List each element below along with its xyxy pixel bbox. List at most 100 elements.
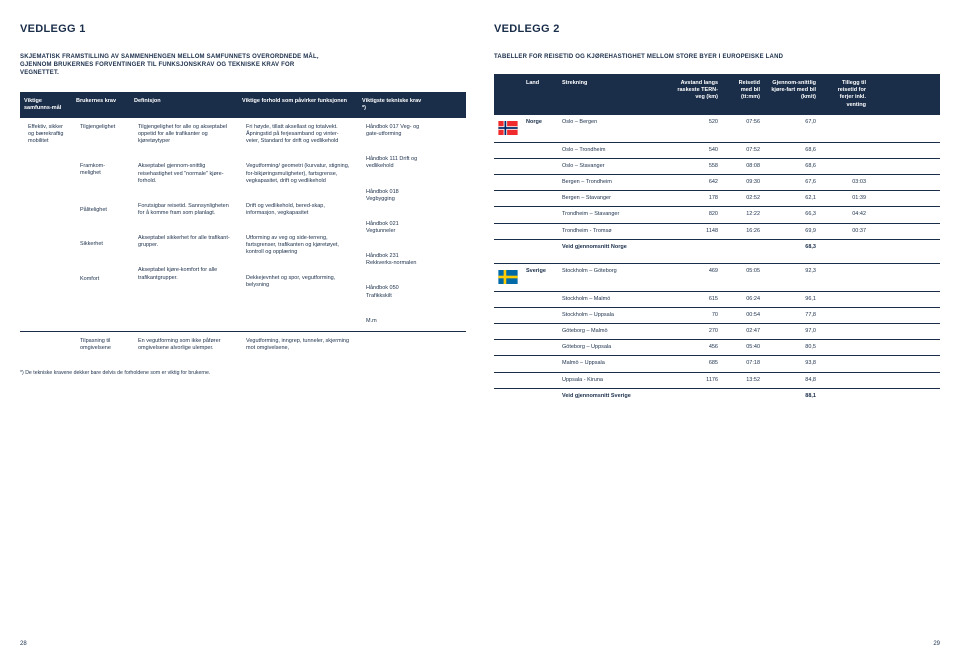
flag-cell xyxy=(494,360,522,367)
land-cell xyxy=(522,344,558,351)
t2-h-c2: Reisetid med bil (tt:mm) xyxy=(722,80,764,109)
table-row: Trondheim – Stavanger 820 12:22 66,3 04:… xyxy=(494,206,940,222)
t1-c3-r4: Akseptabel sikkerhet for alle trafikant-… xyxy=(134,229,234,249)
ferry-cell xyxy=(820,312,870,319)
t1-c2-r1: Tilgjengelighet xyxy=(76,118,126,131)
route-cell: Göteborg – Malmö xyxy=(558,328,668,335)
ferry-cell xyxy=(820,147,870,154)
t1-c5-f: Håndbok 050 Trafikkskilt xyxy=(362,279,424,299)
land-cell xyxy=(522,377,558,384)
route-cell: Uppsala - Kiruna xyxy=(558,377,668,384)
land-cell xyxy=(522,312,558,319)
time-cell: 02:52 xyxy=(722,195,764,202)
table-row: Bergen – Trondheim 642 09:30 67,6 03:03 xyxy=(494,174,940,190)
table-row: Bergen – Stavanger 178 02:52 62,1 01:39 xyxy=(494,190,940,206)
vedlegg2-intro: TABELLER FOR REISETID OG KJØREHASTIGHET … xyxy=(494,54,940,62)
speed-cell: 69,9 xyxy=(764,228,820,235)
t2-header: Land Strekning Avstand langs raskeste TE… xyxy=(494,74,940,115)
ferry-cell xyxy=(820,268,870,287)
t1-c4-r4: Utforming av veg og side-terreng, fartsg… xyxy=(242,229,354,256)
t1-c3-r6: En vegutforming som ikke påfører omgivel… xyxy=(134,332,234,352)
table-row: Göteborg – Malmö 270 02:47 97,0 xyxy=(494,323,940,339)
pagenum-right: 29 xyxy=(933,641,940,649)
route-cell: Trondheim - Tromsø xyxy=(558,228,668,235)
speed-cell: 84,8 xyxy=(764,377,820,384)
land-cell xyxy=(522,163,558,170)
t1-c4-r1: Fri høyde, tillatt aksellast og totalvek… xyxy=(242,118,354,145)
ferry-cell: 01:39 xyxy=(820,195,870,202)
flag-cell xyxy=(494,328,522,335)
dist-cell: 469 xyxy=(668,268,722,287)
ferry-cell xyxy=(820,360,870,367)
flag-cell xyxy=(494,179,522,186)
t1-c5-a: Håndbok 017 Veg- og gate-utforming xyxy=(362,118,424,138)
flag-cell xyxy=(494,268,522,287)
time-cell: 07:18 xyxy=(722,360,764,367)
land-cell xyxy=(522,147,558,154)
time-cell: 00:54 xyxy=(722,312,764,319)
dist-cell: 615 xyxy=(668,296,722,303)
ferry-cell xyxy=(820,377,870,384)
land-cell xyxy=(522,195,558,202)
t1-c5-d: Håndbok 021 Vegtunneler xyxy=(362,215,424,235)
route-cell: Stockholm – Göteborg xyxy=(558,268,668,287)
time-cell: 07:56 xyxy=(722,119,764,138)
dist-cell: 70 xyxy=(668,312,722,319)
time-cell: 09:30 xyxy=(722,179,764,186)
t1-h5: Viktigste tekniske krav *) xyxy=(358,98,428,112)
flag-cell xyxy=(494,344,522,351)
t1-header: Viktige samfunns-mål Brukernes krav Defi… xyxy=(20,92,466,118)
pagenum-left: 28 xyxy=(20,641,27,649)
time-cell: 08:08 xyxy=(722,163,764,170)
dist-cell: 685 xyxy=(668,360,722,367)
ferry-cell: 03:03 xyxy=(820,179,870,186)
route-cell: Bergen – Trondheim xyxy=(558,179,668,186)
time-cell: 07:52 xyxy=(722,147,764,154)
t1-c3-r5: Akseptabel kjøre-komfort for alle trafik… xyxy=(134,261,234,281)
avg-label: Veid gjennomsnitt Norge xyxy=(558,244,668,251)
t2-body: Norge Oslo – Bergen 520 07:56 67,0 Oslo … xyxy=(494,115,940,404)
flag-cell xyxy=(494,163,522,170)
time-cell: 16:26 xyxy=(722,228,764,235)
t1-c3-r1: Tilgjengelighet for alle og akseptabel o… xyxy=(134,118,234,145)
ferry-cell: 00:37 xyxy=(820,228,870,235)
time-cell: 02:47 xyxy=(722,328,764,335)
avg-speed: 68,3 xyxy=(764,244,820,251)
land-cell xyxy=(522,211,558,218)
time-cell: 12:22 xyxy=(722,211,764,218)
ferry-cell: 04:42 xyxy=(820,211,870,218)
time-cell: 05:40 xyxy=(722,344,764,351)
route-cell: Trondheim – Stavanger xyxy=(558,211,668,218)
t1-c4-r5: Dekkejevnhet og spor, vegutforming, bely… xyxy=(242,269,354,289)
table-row: Norge Oslo – Bergen 520 07:56 67,0 xyxy=(494,115,940,142)
table-row: Malmö – Uppsala 685 07:18 93,8 xyxy=(494,355,940,371)
t1-h4: Viktige forhold som påvirker funksjonen xyxy=(238,98,358,112)
dist-cell: 520 xyxy=(668,119,722,138)
dist-cell: 1176 xyxy=(668,377,722,384)
table-row: Uppsala - Kiruna 1176 13:52 84,8 xyxy=(494,372,940,388)
time-cell: 05:05 xyxy=(722,268,764,287)
route-cell: Göteborg – Uppsala xyxy=(558,344,668,351)
flag-cell xyxy=(494,296,522,303)
t2-h-c4: Tillegg til reisetid for ferjer inkl. ve… xyxy=(820,80,870,109)
ferry-cell xyxy=(820,328,870,335)
avg-row: Veid gjennomsnitt Sverige 88,1 xyxy=(494,388,940,404)
route-cell: Oslo – Trondheim xyxy=(558,147,668,154)
t2-h-c1: Avstand langs raskeste TERN-veg (km) xyxy=(668,80,722,109)
speed-cell: 62,1 xyxy=(764,195,820,202)
speed-cell: 68,6 xyxy=(764,163,820,170)
dist-cell: 820 xyxy=(668,211,722,218)
speed-cell: 93,8 xyxy=(764,360,820,367)
table-row: Oslo – Trondheim 540 07:52 68,6 xyxy=(494,142,940,158)
t1-c2-r3: Pålitelighet xyxy=(76,201,126,214)
speed-cell: 68,6 xyxy=(764,147,820,154)
page-left: VEDLEGG 1 SKJEMATISK FRAMSTILLING AV SAM… xyxy=(0,0,480,661)
table-row: Oslo – Stavanger 558 08:08 68,6 xyxy=(494,158,940,174)
t1-c4-r6: Vegutforming, inngrep, tunneler, skjermi… xyxy=(242,332,354,352)
t1-c5-c: Håndbok 018 Vegbygging xyxy=(362,183,424,203)
speed-cell: 67,0 xyxy=(764,119,820,138)
t1-c5-g: M.m xyxy=(362,312,424,325)
ferry-cell xyxy=(820,119,870,138)
speed-cell: 97,0 xyxy=(764,328,820,335)
route-cell: Stockholm – Malmö xyxy=(558,296,668,303)
